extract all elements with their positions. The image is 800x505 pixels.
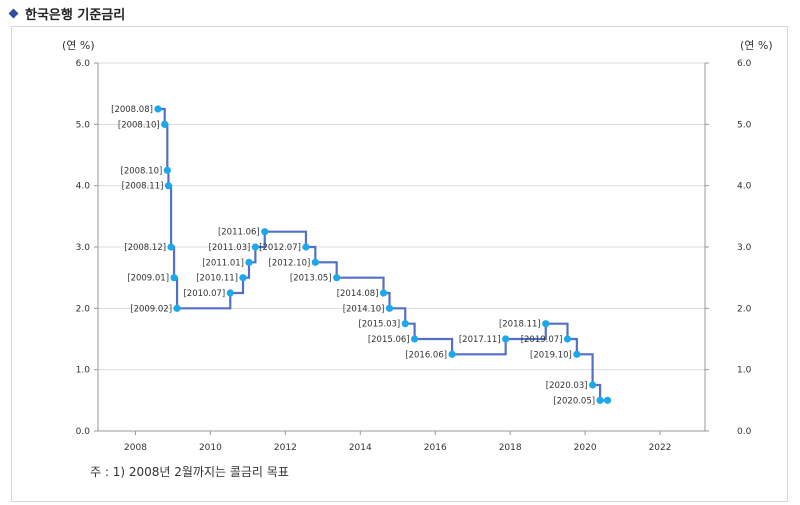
- data-point: [163, 166, 171, 174]
- data-point: [603, 396, 612, 404]
- x-tick-label: 2010: [199, 443, 222, 453]
- data-label: [2011.06]: [218, 228, 260, 238]
- data-point: [170, 274, 178, 282]
- x-tick-label: 2012: [274, 443, 297, 453]
- data-label: [2018.11]: [499, 320, 541, 330]
- data-point: [448, 350, 456, 358]
- y-tick-label-left: 3.0: [76, 243, 91, 253]
- chart-panel: [11, 26, 788, 502]
- data-point: [401, 320, 409, 328]
- y-tick-label-left: 0.0: [76, 427, 91, 437]
- x-tick-label: 2020: [574, 443, 597, 453]
- data-point: [261, 228, 269, 236]
- data-label: [2020.03]: [546, 381, 588, 391]
- y-axis-unit-left: (연 %): [62, 39, 95, 52]
- data-label: [2013.05]: [290, 274, 332, 284]
- y-tick-label-left: 4.0: [76, 182, 91, 192]
- data-label: [2011.01]: [202, 258, 244, 268]
- data-label: [2019.10]: [530, 350, 572, 360]
- y-tick-label-right: 1.0: [737, 366, 752, 376]
- data-label: [2008.10]: [121, 166, 163, 176]
- data-point: [333, 274, 341, 282]
- data-label: [2008.11]: [122, 182, 164, 192]
- grid-lines: [98, 62, 705, 371]
- data-point: [563, 335, 572, 343]
- data-label: [2010.07]: [183, 289, 225, 299]
- x-tick-label: 2018: [499, 443, 522, 453]
- x-tick-label: 2014: [349, 443, 372, 453]
- data-label: [2014.10]: [343, 304, 385, 314]
- data-label: [2008.10]: [118, 120, 160, 130]
- y-tick-label-right: 3.0: [737, 243, 752, 253]
- series-group: [154, 105, 612, 404]
- data-label: [2012.07]: [259, 243, 301, 253]
- data-label: [2016.06]: [405, 350, 447, 360]
- data-point: [379, 289, 388, 297]
- data-point: [173, 304, 181, 312]
- x-tick-label: 2008: [124, 443, 147, 453]
- data-point: [245, 258, 253, 266]
- y-tick-label-left: 1.0: [76, 366, 91, 376]
- tick-labels: 0.0 1.0 2.0 3.0 4.0 5.0 6.0 0.0 1.0 2.0 3.0 4.0 5.0 6…: [76, 59, 752, 453]
- data-point: [251, 243, 259, 251]
- data-label: [2010.11]: [196, 274, 238, 284]
- data-label: [2008.08]: [111, 105, 153, 115]
- y-tick-label-right: 6.0: [737, 59, 752, 69]
- y-tick-label-left: 6.0: [76, 59, 91, 69]
- data-point: [311, 258, 319, 266]
- data-point: [226, 289, 234, 297]
- y-tick-label-right: 0.0: [737, 427, 752, 437]
- y-tick-label-left: 2.0: [76, 304, 91, 314]
- page-title: 한국은행 기준금리: [25, 8, 126, 23]
- y-axis-unit-right: (연 %): [740, 39, 773, 52]
- data-label: [2009.01]: [127, 274, 169, 284]
- data-point: [161, 120, 169, 128]
- footnote: 주 : 1) 2008년 2월까지는 콜금리 목표: [90, 465, 289, 479]
- data-point: [164, 182, 173, 190]
- data-point: [167, 243, 175, 251]
- y-tick-label-right: 2.0: [737, 304, 752, 314]
- data-point: [573, 350, 581, 358]
- x-tick-label: 2022: [649, 443, 672, 453]
- data-label: [2015.03]: [358, 320, 400, 330]
- data-label: [2014.08]: [337, 289, 379, 299]
- data-label: [2011.03]: [209, 243, 251, 253]
- data-point: [154, 105, 162, 113]
- data-point: [502, 335, 510, 343]
- x-tick-label: 2016: [424, 443, 447, 453]
- y-tick-label-left: 5.0: [76, 120, 91, 130]
- data-label: [2017.11]: [459, 335, 501, 345]
- data-label: [2019.07]: [521, 335, 563, 345]
- data-label: [2012.10]: [269, 258, 311, 268]
- axes: [94, 62, 709, 435]
- data-label: [2008.12]: [124, 243, 166, 253]
- chart-header: 한국은행 기준금리: [8, 4, 126, 23]
- data-point: [596, 396, 604, 404]
- data-label: [2020.05]: [553, 396, 595, 406]
- data-point: [302, 243, 310, 251]
- data-point: [588, 381, 597, 389]
- data-point: [542, 320, 550, 328]
- data-point: [239, 274, 247, 282]
- point-labels: [2008.08] [2008.10] [2008.10] [2008.11] [200…: [111, 105, 595, 406]
- data-point: [411, 335, 419, 343]
- y-tick-label-right: 5.0: [737, 120, 752, 130]
- data-label: [2009.02]: [130, 304, 172, 314]
- data-point: [385, 304, 394, 312]
- data-label: [2015.06]: [368, 335, 410, 345]
- y-tick-label-right: 4.0: [737, 182, 752, 192]
